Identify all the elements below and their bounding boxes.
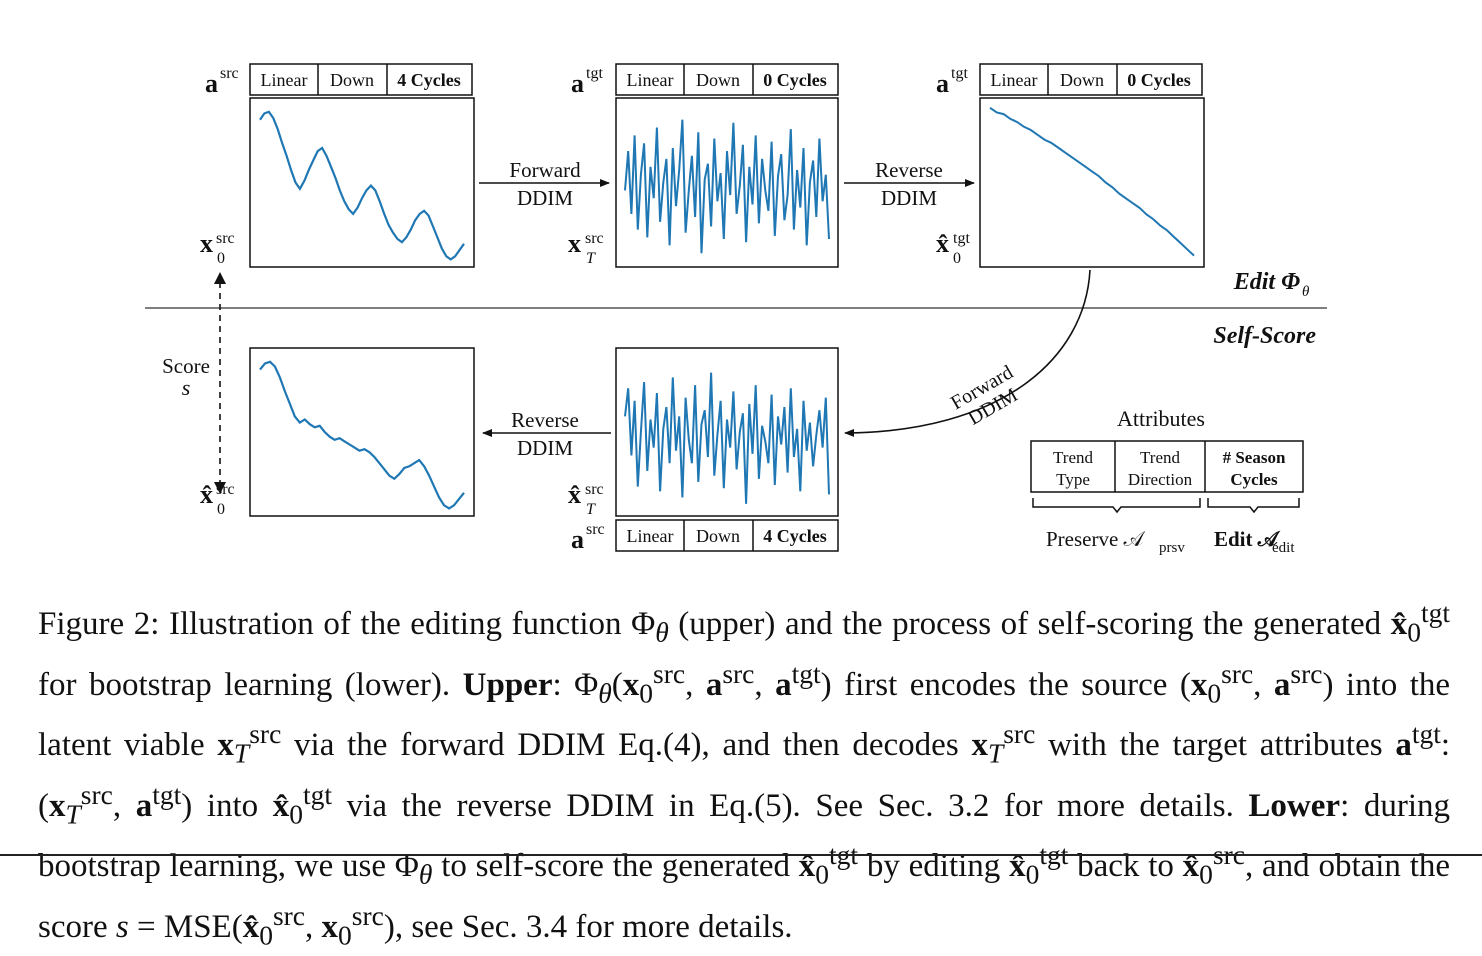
svg-text:tgt: tgt <box>953 230 970 247</box>
series-noise-bottom <box>624 372 830 504</box>
a-tgt-sup: tgt <box>586 65 603 82</box>
attr-cell: Linear <box>627 70 674 90</box>
svg-text:Type: Type <box>1056 470 1090 489</box>
label-x0-src: x src 0 <box>200 229 235 267</box>
svg-text:src: src <box>585 481 604 498</box>
attr-cell: Linear <box>991 70 1038 90</box>
a-src-label: a <box>571 525 584 554</box>
a-src-sup: src <box>220 65 239 82</box>
attr-cell: Down <box>330 70 374 90</box>
svg-text:x̂: x̂ <box>568 480 581 509</box>
series-src-recon <box>259 360 465 510</box>
svg-text:T: T <box>586 501 596 518</box>
label-xThat-src: x̂ src T <box>568 480 604 518</box>
attr-table-bottom-mid: a src Linear Down 4 Cycles <box>571 519 839 554</box>
arrow-forward-ddim-top: Forward DDIM <box>479 158 610 210</box>
attr-table-top-right: a tgt Linear Down 0 Cycles <box>936 63 1203 98</box>
label-x0hat-src: x̂ src 0 <box>200 480 235 518</box>
svg-text:0: 0 <box>953 250 961 267</box>
svg-text:Direction: Direction <box>1128 470 1193 489</box>
svg-text:Cycles: Cycles <box>1230 470 1278 489</box>
svg-text:src: src <box>216 481 235 498</box>
series-src-seasonal <box>259 110 465 261</box>
preserve-label: Preserve 𝒜 <box>1046 527 1146 551</box>
attr-cell: 0 Cycles <box>1127 70 1190 90</box>
svg-text:DDIM: DDIM <box>881 186 937 210</box>
attr-cell: Down <box>696 526 740 546</box>
series-trend-down <box>989 106 1195 257</box>
svg-text:T: T <box>586 250 596 267</box>
svg-text:x̂: x̂ <box>936 229 949 258</box>
attr-table-top-mid: a tgt Linear Down 0 Cycles <box>571 63 839 98</box>
a-tgt-sup: tgt <box>951 65 968 82</box>
svg-text:Reverse: Reverse <box>875 158 943 182</box>
svg-text:DDIM: DDIM <box>517 436 573 460</box>
edit-sub: edit <box>1272 540 1295 556</box>
svg-text:src: src <box>216 230 235 247</box>
section-self-score-label: Self-Score <box>1213 323 1316 349</box>
svg-text:src: src <box>585 230 604 247</box>
svg-text:x̂: x̂ <box>200 480 213 509</box>
plot-x0hat-tgt <box>979 97 1205 268</box>
score-symbol: s <box>182 375 191 400</box>
attr-cell: 4 Cycles <box>763 526 826 546</box>
plot-x0hat-src <box>249 347 475 517</box>
page-border <box>0 854 1482 856</box>
attr-cell: Down <box>1060 70 1104 90</box>
svg-text:θ: θ <box>1302 284 1310 300</box>
svg-text:Trend: Trend <box>1053 448 1093 467</box>
svg-text:0: 0 <box>217 250 225 267</box>
preserve-sub: prsv <box>1159 540 1185 556</box>
label-x0hat-tgt: x̂ tgt 0 <box>936 229 970 267</box>
series-noise-top <box>624 119 830 254</box>
svg-text:# Season: # Season <box>1223 448 1286 467</box>
a-tgt-label: a <box>936 69 949 98</box>
svg-text:Edit Φ: Edit Φ <box>1233 269 1300 295</box>
plot-x0-src <box>249 97 475 268</box>
score-label: Score <box>162 354 210 378</box>
attr-table-top-left: a src Linear Down 4 Cycles <box>205 63 473 98</box>
a-src-label: a <box>205 69 218 98</box>
a-src-sup: src <box>586 521 605 538</box>
section-edit-label: Edit Φ θ <box>1233 269 1310 300</box>
attributes-table: Attributes Trend Type Trend Direction # … <box>1030 406 1304 556</box>
figure-caption: Figure 2: Illustration of the editing fu… <box>38 597 1451 951</box>
arrow-reverse-ddim-bottom: Reverse DDIM <box>482 408 611 460</box>
svg-text:x: x <box>200 229 213 258</box>
svg-text:Forward: Forward <box>509 158 581 182</box>
attr-cell: Down <box>696 70 740 90</box>
diagram: a src Linear Down 4 Cycles a tgt Linear … <box>145 63 1327 556</box>
svg-text:DDIM: DDIM <box>517 186 573 210</box>
svg-text:0: 0 <box>217 501 225 518</box>
edit-label: Edit 𝒜 <box>1214 527 1281 551</box>
svg-text:Trend: Trend <box>1140 448 1180 467</box>
svg-text:x: x <box>568 229 581 258</box>
svg-text:Reverse: Reverse <box>511 408 579 432</box>
attr-cell: 4 Cycles <box>397 70 460 90</box>
arrow-reverse-ddim-top: Reverse DDIM <box>844 158 975 210</box>
label-xT-src: x src T <box>568 229 604 267</box>
score-arrow: Score s <box>158 272 226 494</box>
arrow-forward-ddim-curved: Forward DDIM <box>844 269 1091 437</box>
attr-cell: Linear <box>261 70 308 90</box>
a-tgt-label: a <box>571 69 584 98</box>
attr-cell: 0 Cycles <box>763 70 826 90</box>
attributes-title: Attributes <box>1117 406 1205 431</box>
attr-cell: Linear <box>627 526 674 546</box>
